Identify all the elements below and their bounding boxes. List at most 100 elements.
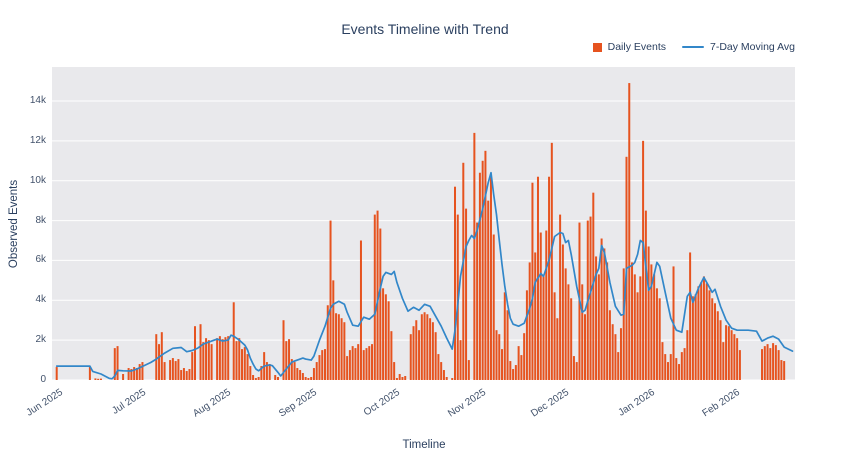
daily-events-bar[interactable] [138,364,141,380]
daily-events-bar[interactable] [332,280,335,380]
daily-events-bar[interactable] [689,252,692,380]
daily-events-bar[interactable] [451,378,454,380]
daily-events-bar[interactable] [644,210,647,380]
daily-events-bar[interactable] [351,346,354,380]
daily-events-bar[interactable] [666,362,669,380]
daily-events-bar[interactable] [614,334,617,380]
daily-events-bar[interactable] [528,262,531,380]
daily-events-bar[interactable] [171,358,174,380]
daily-events-bar[interactable] [487,200,490,380]
daily-events-bar[interactable] [600,238,603,380]
daily-events-bar[interactable] [194,326,196,380]
daily-events-bar[interactable] [395,378,398,380]
daily-events-bar[interactable] [130,369,133,380]
daily-events-bar[interactable] [249,366,252,380]
daily-events-bar[interactable] [382,288,385,380]
daily-events-bar[interactable] [783,361,786,380]
daily-events-bar[interactable] [127,368,130,380]
daily-events-bar[interactable] [404,376,407,380]
daily-events-bar[interactable] [445,377,448,380]
daily-events-bar[interactable] [415,320,418,380]
daily-events-bar[interactable] [769,348,772,380]
daily-events-bar[interactable] [365,348,368,380]
daily-events-bar[interactable] [606,262,609,380]
daily-events-bar[interactable] [534,252,537,380]
daily-events-bar[interactable] [512,369,515,380]
daily-events-bar[interactable] [55,367,58,380]
daily-events-bar[interactable] [122,374,125,380]
daily-events-bar[interactable] [241,349,244,380]
daily-events-bar[interactable] [434,332,437,380]
daily-events-bar[interactable] [465,208,468,380]
daily-events-bar[interactable] [664,354,667,380]
daily-events-bar[interactable] [276,377,279,380]
daily-events-bar[interactable] [362,350,365,380]
daily-events-bar[interactable] [94,378,97,380]
daily-events-bar[interactable] [221,339,224,380]
daily-events-bar[interactable] [387,301,390,380]
daily-events-bar[interactable] [357,344,360,380]
daily-events-bar[interactable] [246,354,249,380]
daily-events-bar[interactable] [473,132,476,380]
daily-events-bar[interactable] [426,314,429,380]
daily-events-bar[interactable] [163,362,166,380]
daily-events-bar[interactable] [617,352,620,380]
daily-events-bar[interactable] [774,345,777,380]
daily-events-bar[interactable] [661,342,664,380]
daily-events-bar[interactable] [462,162,465,380]
daily-events-bar[interactable] [180,370,183,380]
daily-events-bar[interactable] [561,244,564,380]
daily-events-bar[interactable] [484,150,487,380]
daily-events-bar[interactable] [702,276,705,380]
daily-events-bar[interactable] [307,378,310,380]
daily-events-bar[interactable] [572,356,575,380]
daily-events-bar[interactable] [207,340,210,380]
daily-events-bar[interactable] [335,313,338,380]
moving-avg-line[interactable] [55,171,794,380]
daily-events-bar[interactable] [730,330,733,380]
daily-events-bar[interactable] [777,350,780,380]
daily-events-bar[interactable] [216,338,219,380]
daily-events-bar[interactable] [99,378,102,380]
daily-events-bar[interactable] [550,142,553,380]
daily-events-bar[interactable] [683,348,686,380]
daily-events-bar[interactable] [514,365,517,380]
daily-events-bar[interactable] [525,290,528,380]
daily-events-bar[interactable] [650,264,653,380]
daily-events-bar[interactable] [324,349,327,380]
daily-events-bar[interactable] [628,83,631,381]
daily-events-bar[interactable] [290,359,293,380]
daily-events-bar[interactable] [725,325,728,380]
daily-events-bar[interactable] [711,298,714,380]
daily-events-bar[interactable] [556,318,559,380]
daily-events-bar[interactable] [567,284,570,380]
daily-events-bar[interactable] [608,310,611,380]
plot-background[interactable] [52,67,795,380]
daily-events-bar[interactable] [503,292,506,380]
daily-events-bar[interactable] [708,290,711,380]
daily-events-bar[interactable] [288,339,291,380]
daily-events-bar[interactable] [517,346,520,380]
daily-events-bar[interactable] [454,186,457,380]
daily-events-bar[interactable] [647,246,650,380]
daily-events-bar[interactable] [379,228,382,380]
daily-events-bar[interactable] [633,274,636,380]
daily-events-bar[interactable] [257,377,260,380]
daily-events-bar[interactable] [343,322,346,380]
daily-events-bar[interactable] [597,274,600,380]
daily-events-bar[interactable] [780,360,783,380]
daily-events-bar[interactable] [705,283,708,380]
daily-events-bar[interactable] [675,358,678,380]
daily-events-bar[interactable] [218,336,221,380]
daily-events-bar[interactable] [697,286,700,380]
daily-events-bar[interactable] [232,302,235,380]
daily-events-bar[interactable] [653,274,656,380]
daily-events-bar[interactable] [489,176,492,380]
daily-events-bar[interactable] [763,346,766,380]
daily-events-bar[interactable] [539,232,542,380]
daily-events-bar[interactable] [766,344,769,380]
daily-events-bar[interactable] [238,338,241,380]
daily-events-bar[interactable] [680,352,683,380]
daily-events-bar[interactable] [133,367,136,380]
daily-events-bar[interactable] [553,292,556,380]
